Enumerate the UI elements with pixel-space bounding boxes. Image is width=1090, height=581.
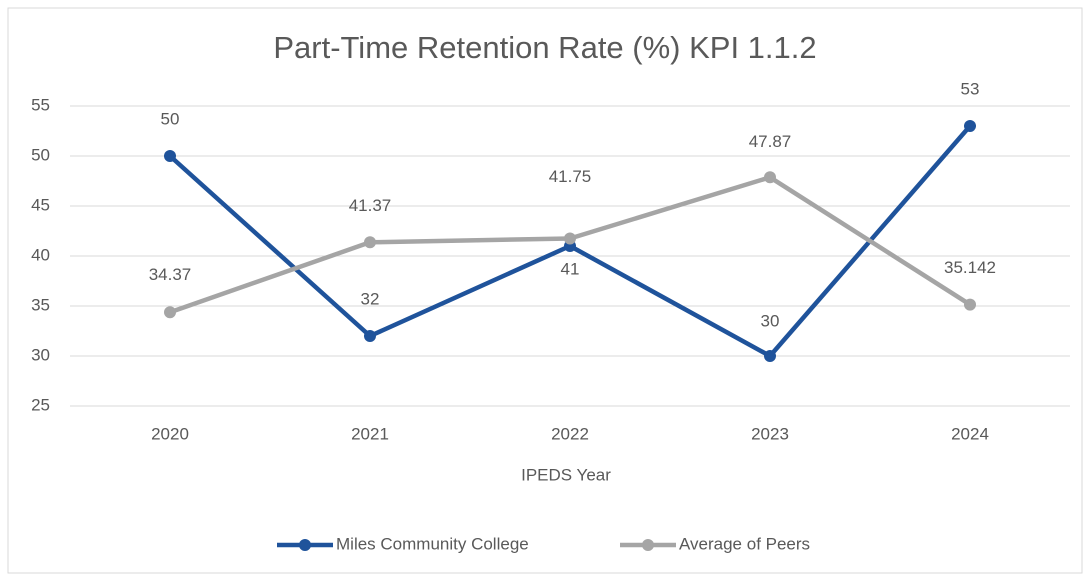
y-tick-label: 55 <box>31 95 50 114</box>
data-label: 34.37 <box>149 265 192 284</box>
data-point <box>964 120 976 132</box>
data-point <box>564 232 576 245</box>
y-tick-label: 35 <box>31 295 50 314</box>
data-label: 41.37 <box>349 196 392 215</box>
data-point <box>764 171 776 184</box>
data-label: 53 <box>961 79 980 98</box>
data-label: 35.142 <box>944 258 996 277</box>
x-tick-label: 2023 <box>751 424 789 443</box>
x-tick-label: 2022 <box>551 424 589 443</box>
legend-marker <box>299 539 311 551</box>
x-tick-label: 2021 <box>351 424 389 443</box>
x-tick-label: 2020 <box>151 424 189 443</box>
chart-border <box>7 7 1083 574</box>
y-tick-label: 50 <box>31 145 50 164</box>
data-label: 32 <box>361 289 380 308</box>
x-axis-label: IPEDS Year <box>521 465 611 484</box>
data-label: 50 <box>161 109 180 128</box>
legend-marker <box>642 539 654 551</box>
data-point <box>764 350 776 362</box>
y-tick-label: 25 <box>31 395 50 414</box>
data-point <box>164 150 176 162</box>
data-point <box>364 330 376 342</box>
y-tick-label: 45 <box>31 195 50 214</box>
data-label: 47.87 <box>749 132 792 151</box>
data-point <box>164 306 176 319</box>
data-point <box>964 298 976 311</box>
x-tick-label: 2024 <box>951 424 989 443</box>
legend-label: Miles Community College <box>336 534 529 553</box>
chart-title: Part-Time Retention Rate (%) KPI 1.1.2 <box>273 30 816 65</box>
y-tick-label: 30 <box>31 345 50 364</box>
data-label: 30 <box>761 311 780 330</box>
data-point <box>364 236 376 249</box>
data-label: 41.75 <box>549 167 592 186</box>
legend-label: Average of Peers <box>679 534 810 553</box>
y-tick-label: 40 <box>31 245 50 264</box>
data-label: 41 <box>561 259 580 278</box>
